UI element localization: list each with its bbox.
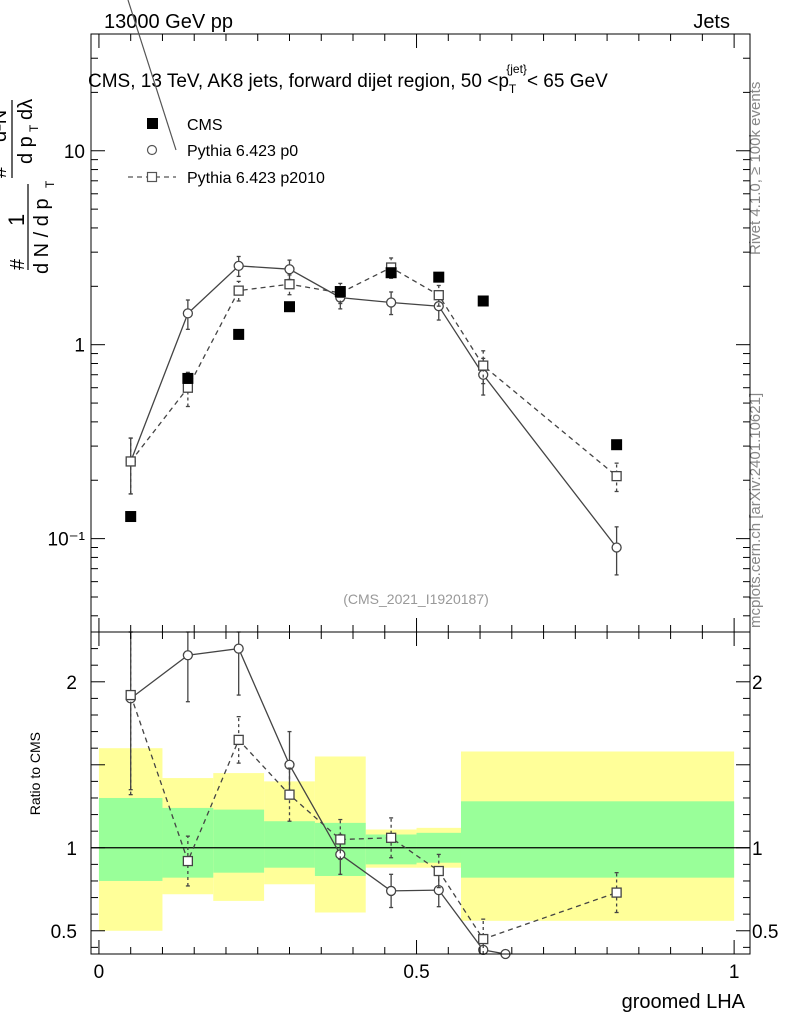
svg-text:d N / d p: d N / d p bbox=[31, 198, 53, 274]
main-cms-point bbox=[182, 372, 194, 384]
main-panel: 10⁻¹ 1 10 CMS, 13 TeV, AK8 jets, forward d… bbox=[0, 0, 751, 633]
main-cms-point bbox=[611, 439, 623, 451]
main-p0-point bbox=[284, 264, 295, 275]
legend-line-p0 bbox=[127, 0, 177, 151]
ratio-band-inner bbox=[213, 809, 265, 873]
ratio-x-tick-label: 0 bbox=[94, 962, 105, 983]
ratio-p0-point bbox=[182, 650, 194, 661]
ratio-x-tick-label: 1 bbox=[729, 962, 740, 983]
energy-label: 13000 GeV pp bbox=[104, 11, 233, 33]
main-cms-point bbox=[477, 295, 489, 307]
main-p2010-point bbox=[433, 290, 444, 301]
legend-label-p0: Pythia 6.423 p0 bbox=[187, 143, 298, 160]
ratio-band-inner bbox=[460, 801, 735, 878]
main-cms-point bbox=[125, 511, 137, 523]
main-cms-point bbox=[334, 286, 346, 298]
main-y-tick-label: 10⁻¹ bbox=[48, 530, 86, 551]
main-y-tick-label: 10 bbox=[64, 142, 85, 163]
legend: CMS Pythia 6.423 p0 Pythia 6.423 p2010 bbox=[127, 0, 325, 187]
main-cms-point bbox=[283, 301, 295, 313]
ratio-p2010-point bbox=[433, 865, 444, 877]
main-p2010-point bbox=[284, 279, 295, 290]
ratio-p2010-point bbox=[611, 887, 622, 898]
main-p2010-line bbox=[130, 266, 618, 477]
svg-text:d p: d p bbox=[15, 136, 37, 164]
ratio-y-tick-label-right: 0.5 bbox=[752, 922, 778, 943]
svg-text:dλ: dλ bbox=[15, 99, 37, 120]
svg-text:d²N: d²N bbox=[0, 110, 11, 142]
svg-text:1: 1 bbox=[4, 214, 29, 226]
main-cms-point bbox=[385, 267, 397, 279]
ratio-p2010-point bbox=[478, 933, 489, 945]
mcplots-label: mcplots.cern.ch [arXiv:2401.10621] bbox=[747, 393, 764, 628]
ratio-p0-point bbox=[233, 643, 244, 654]
ratio-frame bbox=[90, 631, 751, 955]
ratio-y-axis-label: Ratio to CMS bbox=[27, 732, 43, 815]
ratio-y-tick-label-right: 2 bbox=[752, 673, 763, 694]
main-p0-line bbox=[130, 265, 618, 548]
main-p0-point bbox=[233, 260, 244, 272]
ratio-y-tick-label: 2 bbox=[66, 673, 77, 694]
chart-title: CMS, 13 TeV, AK8 jets, forward dijet reg… bbox=[88, 62, 608, 96]
x-axis-label: groomed LHA bbox=[622, 991, 746, 1013]
ratio-plot-content bbox=[91, 631, 750, 960]
main-p2010-point bbox=[182, 382, 194, 393]
main-cms-point bbox=[233, 328, 245, 340]
main-p2010-point bbox=[125, 456, 136, 467]
legend-marker-p0 bbox=[146, 144, 158, 156]
legend-label-cms: CMS bbox=[187, 117, 223, 134]
ratio-p2010-point bbox=[385, 832, 397, 843]
ratio-x-tick-label: 0.5 bbox=[403, 962, 429, 983]
main-p2010-point bbox=[233, 285, 244, 296]
ratio-panel: 0.5 0.5 1 1 2 2 0 0.5 1 Ratio to CMS groomed LHA bbox=[27, 631, 778, 1013]
ratio-band-inner bbox=[264, 821, 315, 868]
main-p0-point bbox=[385, 297, 397, 308]
ratio-p2010-point bbox=[335, 834, 346, 845]
main-p2010-point bbox=[478, 360, 489, 371]
legend-marker-cms bbox=[147, 118, 158, 129]
legend-marker-p2010 bbox=[146, 171, 158, 183]
ratio-p0-point bbox=[284, 759, 295, 770]
svg-text:T: T bbox=[27, 124, 41, 132]
category-label: Jets bbox=[693, 11, 730, 33]
ratio-p0-point bbox=[385, 885, 397, 897]
ratio-y-tick-label: 0.5 bbox=[51, 922, 77, 943]
main-p2010-point bbox=[611, 470, 622, 482]
main-p0-point bbox=[182, 308, 194, 319]
legend-label-p2010: Pythia 6.423 p2010 bbox=[187, 170, 325, 187]
main-y-tick-label: 1 bbox=[74, 336, 85, 357]
rivet-label: Rivet 4.1.0, ≥ 100k events bbox=[747, 82, 764, 255]
ratio-band-inner bbox=[98, 797, 163, 881]
ratio-p2010-line bbox=[130, 694, 617, 940]
ratio-p2010-point bbox=[233, 734, 244, 746]
ratio-y-tick-label-right: 1 bbox=[752, 839, 763, 860]
main-plot-content bbox=[125, 255, 623, 576]
svg-text:T: T bbox=[43, 180, 57, 188]
ratio-p2010-point bbox=[284, 789, 295, 800]
ratio-axes: 0.5 0.5 1 1 2 2 0 0.5 1 bbox=[51, 632, 778, 983]
main-cms-point bbox=[433, 271, 445, 283]
ratio-y-tick-label: 1 bbox=[66, 839, 77, 860]
ratio-p2010-point bbox=[182, 855, 194, 867]
svg-text:#: # bbox=[7, 258, 29, 270]
main-p0-point bbox=[611, 542, 622, 553]
ratio-p2010-point bbox=[125, 689, 136, 701]
main-y-axis-label: # 1 d N / d p T # d²N d p T dλ bbox=[0, 99, 57, 274]
svg-text:#: # bbox=[0, 166, 11, 178]
main-axes: 10⁻¹ 1 10 bbox=[48, 33, 750, 632]
analysis-annotation: (CMS_2021_I1920187) bbox=[343, 591, 489, 607]
